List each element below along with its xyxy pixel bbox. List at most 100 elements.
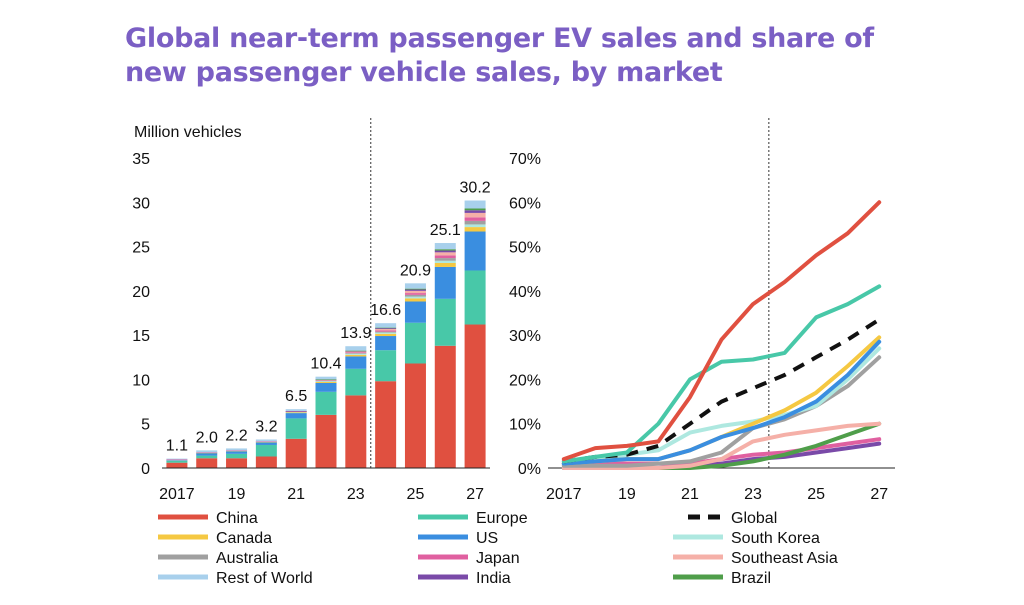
bar-segment-canada xyxy=(345,354,367,357)
bar-segment-china xyxy=(226,458,248,468)
y-tick-label: 10% xyxy=(509,417,541,434)
bar-segment-japan xyxy=(404,293,426,295)
bar-segment-rest-of-world xyxy=(464,200,486,209)
bar-total-label: 1.1 xyxy=(166,438,188,455)
bar-segment-europe xyxy=(464,270,486,325)
bar-segment-southeast-asia xyxy=(404,290,426,294)
bar-segment-us xyxy=(404,301,426,323)
bar-total-label: 25.1 xyxy=(430,222,461,239)
bar-segment-india xyxy=(404,289,426,291)
bar-segment-brazil xyxy=(434,249,456,251)
legend-item-rest-of-world: Rest of World xyxy=(158,570,313,587)
bar-segment-china xyxy=(255,456,277,468)
legend-label: Southeast Asia xyxy=(731,550,838,567)
bar-total-label: 30.2 xyxy=(460,180,491,197)
legend-label: China xyxy=(216,510,258,527)
bar-segment-australia xyxy=(434,258,456,261)
y-tick-label: 35 xyxy=(132,151,150,168)
bar-segment-india xyxy=(375,328,397,329)
bar-segment-japan xyxy=(315,380,337,381)
y-tick-label: 0% xyxy=(518,461,541,478)
bar-segment-south-korea xyxy=(434,260,456,263)
bar-segment-canada xyxy=(434,262,456,267)
bar-segment-rest-of-world xyxy=(285,409,307,411)
bar-segment-india xyxy=(464,210,486,213)
legend-item-southeast-asia: Southeast Asia xyxy=(673,550,838,567)
bar-segment-us xyxy=(196,452,218,456)
bar-segment-canada xyxy=(464,227,486,232)
x-tick-label: 25 xyxy=(807,486,825,503)
bar-segment-china xyxy=(345,395,367,468)
bar-segment-us xyxy=(285,413,307,419)
legend-item-europe: Europe xyxy=(418,510,528,527)
bar-segment-us xyxy=(315,382,337,392)
bar-segment-japan xyxy=(196,452,218,453)
y-tick-label: 15 xyxy=(132,328,150,345)
bar-segment-europe xyxy=(255,444,277,457)
legend-label: Europe xyxy=(476,510,528,527)
bar-segment-south-korea xyxy=(345,353,367,355)
bar-segment-rest-of-world xyxy=(434,243,456,250)
y-tick-label: 25 xyxy=(132,240,150,257)
y-tick-label: 30 xyxy=(132,195,150,212)
legend-item-canada: Canada xyxy=(158,530,272,547)
bar-segment-brazil xyxy=(345,350,367,352)
line-series-europe xyxy=(561,284,882,464)
y-tick-label: 5 xyxy=(141,417,150,434)
legend-label: Brazil xyxy=(731,570,771,587)
bar-segment-rest-of-world xyxy=(166,458,188,460)
line-series-us xyxy=(561,339,882,466)
bar-segment-southeast-asia xyxy=(375,328,397,331)
x-tick-label: 27 xyxy=(870,486,888,503)
x-tick-label: 21 xyxy=(681,486,699,503)
bar-segment-europe xyxy=(345,368,367,396)
bar-segment-australia xyxy=(375,331,397,333)
bar-segment-rest-of-world xyxy=(404,283,426,289)
legend-label: South Korea xyxy=(731,530,820,547)
legend-label: US xyxy=(476,530,498,547)
bar-segment-us xyxy=(255,442,277,445)
bar-segment-rest-of-world xyxy=(345,346,367,351)
x-tick-label: 2017 xyxy=(546,486,582,503)
bar-segment-china xyxy=(285,438,307,468)
bar-total-label: 13.9 xyxy=(340,325,371,342)
bar-segment-australia xyxy=(345,353,367,354)
legend-item-us: US xyxy=(418,530,498,547)
bar-segment-southeast-asia xyxy=(434,252,456,256)
bar-segment-china xyxy=(404,363,426,468)
bar-segment-japan xyxy=(375,330,397,332)
legend-item-japan: Japan xyxy=(418,550,520,567)
bar-segment-brazil xyxy=(375,327,397,329)
bar-chart-ev-sales: Million vehicles 0 5 10 15 20 25 30 35 1.1 2017 2.0… xyxy=(132,118,491,503)
bar-segment-europe xyxy=(375,350,397,382)
bar-segment-south-korea xyxy=(315,380,337,382)
bar-segment-australia xyxy=(404,294,426,297)
legend-item-india: India xyxy=(418,570,511,587)
bar-segment-us xyxy=(345,356,367,369)
x-tick-label: 23 xyxy=(347,486,365,503)
legend-item-brazil: Brazil xyxy=(673,570,771,587)
bar-total-label: 3.2 xyxy=(255,418,277,435)
bar-segment-rest-of-world xyxy=(255,439,277,442)
bar-segment-southeast-asia xyxy=(464,212,486,218)
bar-segment-china xyxy=(196,458,218,468)
legend-item-global: Global xyxy=(688,510,777,527)
bar-segment-canada xyxy=(285,412,307,414)
x-tick-label: 27 xyxy=(466,486,484,503)
bar-segment-europe xyxy=(404,322,426,364)
bar-segment-europe xyxy=(196,455,218,459)
bar-segment-japan xyxy=(255,441,277,442)
y-tick-label: 20 xyxy=(132,284,150,301)
legend-label: Japan xyxy=(476,550,520,567)
bar-segment-canada xyxy=(315,381,337,383)
bar-segment-brazil xyxy=(315,379,337,380)
bar-segment-south-korea xyxy=(404,296,426,299)
bar-segment-us xyxy=(464,231,486,271)
bar-segment-europe xyxy=(315,391,337,415)
legend-label: Canada xyxy=(216,530,272,547)
y-tick-label: 30% xyxy=(509,328,541,345)
bar-segment-south-korea xyxy=(375,332,397,334)
bar-total-label: 2.2 xyxy=(225,427,247,444)
bar-segment-china xyxy=(434,345,456,468)
